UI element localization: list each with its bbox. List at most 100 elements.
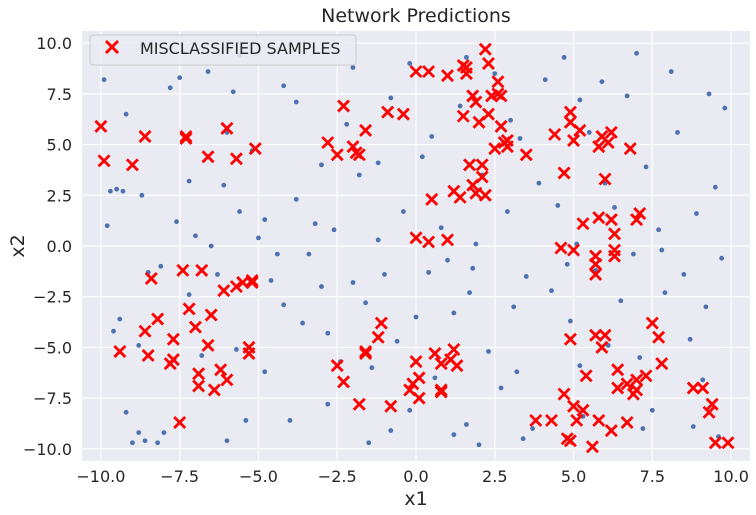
data-point	[363, 300, 368, 306]
data-point	[687, 336, 693, 342]
x-tick-label: 7.5	[640, 467, 665, 486]
misclassified-point	[469, 95, 483, 109]
misclassified-point	[592, 140, 606, 154]
misclassified-point	[97, 154, 111, 168]
data-point	[388, 428, 394, 433]
misclassified-point	[434, 357, 448, 371]
misclassified-point	[236, 276, 250, 289]
x-tick-label: 10.0	[713, 467, 749, 486]
y-tick-label: −2.5	[33, 288, 72, 307]
misclassified-point	[500, 134, 514, 148]
data-point	[394, 338, 400, 344]
misclassified-point	[475, 170, 489, 184]
misclassified-point	[620, 415, 634, 429]
data-point	[230, 89, 236, 95]
data-point	[233, 347, 239, 352]
data-point	[407, 407, 413, 413]
data-point	[577, 363, 583, 369]
misclassified-point	[450, 359, 464, 373]
misclassified-point	[557, 387, 571, 401]
y-axis-label: x2	[7, 234, 29, 257]
misclassified-point	[595, 340, 609, 354]
misclassified-point	[570, 413, 584, 427]
data-point	[319, 284, 324, 289]
x-tick-label: −10.0	[76, 467, 125, 486]
misclassified-point	[447, 342, 461, 356]
misclassified-point	[359, 347, 373, 360]
misclassified-point	[428, 347, 442, 360]
data-point	[520, 436, 526, 442]
data-point	[356, 172, 362, 178]
data-point	[612, 205, 617, 210]
data-point	[586, 130, 592, 135]
data-point	[375, 237, 381, 243]
misclassified-point	[359, 344, 373, 358]
data-point	[675, 130, 680, 135]
data-point	[193, 233, 198, 239]
data-point	[366, 440, 372, 446]
x-tick-label: 0.0	[403, 467, 428, 486]
x-tick-label: 2.5	[482, 467, 507, 486]
misclassified-point	[245, 276, 259, 289]
misclassified-point	[576, 403, 590, 417]
data-point	[199, 353, 205, 358]
misclassified-point	[179, 129, 193, 143]
misclassified-point	[686, 381, 700, 395]
data-point	[577, 97, 583, 103]
misclassified-point	[576, 217, 590, 231]
misclassified-point	[475, 158, 489, 172]
y-tick-label: 7.5	[47, 85, 72, 104]
data-point	[476, 442, 482, 448]
data-point	[114, 186, 120, 192]
data-point	[504, 209, 510, 214]
misclassified-point	[598, 172, 612, 186]
misclassified-points	[94, 42, 735, 454]
misclassified-point	[491, 75, 505, 89]
data-point	[350, 65, 356, 70]
data-point	[464, 54, 469, 60]
misclassified-point	[220, 373, 234, 387]
data-point	[432, 375, 438, 381]
misclassified-point	[519, 148, 533, 162]
misclassified-point	[384, 399, 398, 413]
data-point	[186, 292, 192, 298]
misclassified-point	[330, 359, 344, 373]
misclassified-point	[166, 353, 180, 367]
data-point	[300, 320, 305, 326]
data-point	[599, 79, 605, 85]
data-point	[319, 162, 324, 168]
misclassified-point	[192, 379, 206, 393]
data-point	[511, 304, 517, 310]
data-point	[382, 271, 387, 277]
data-point	[274, 251, 280, 257]
y-tick-label: 0.0	[47, 237, 72, 256]
data-point	[174, 219, 179, 225]
data-point	[350, 280, 356, 285]
misclassified-point	[359, 123, 373, 137]
data-point	[426, 269, 432, 275]
misclassified-point	[182, 302, 196, 316]
misclassified-point	[469, 186, 483, 200]
misclassified-point	[633, 207, 647, 221]
misclassified-point	[201, 338, 215, 352]
misclassified-point	[321, 136, 335, 150]
misclassified-point	[589, 267, 603, 281]
legend-label: MISCLASSIFIED SAMPLES	[140, 39, 341, 58]
misclassified-point	[639, 369, 653, 383]
data-point	[706, 91, 712, 97]
misclassified-point	[204, 308, 218, 322]
misclassified-point	[463, 158, 477, 172]
misclassified-point	[604, 213, 618, 227]
misclassified-point	[592, 211, 606, 225]
misclassified-point	[371, 330, 385, 344]
misclassified-point	[478, 188, 492, 202]
y-axis-ticks: −10.0 −7.5 −5.0 −2.5 0.0 2.5 5.0 7.5 10.0	[23, 34, 72, 459]
data-point	[438, 225, 444, 231]
misclassified-point	[702, 405, 716, 419]
x-tick-label: −7.5	[160, 467, 199, 486]
data-point	[712, 184, 718, 190]
misclassified-point	[217, 284, 231, 298]
misclassified-point	[166, 332, 180, 346]
misclassified-point	[195, 263, 209, 277]
misclassified-point	[494, 119, 508, 133]
